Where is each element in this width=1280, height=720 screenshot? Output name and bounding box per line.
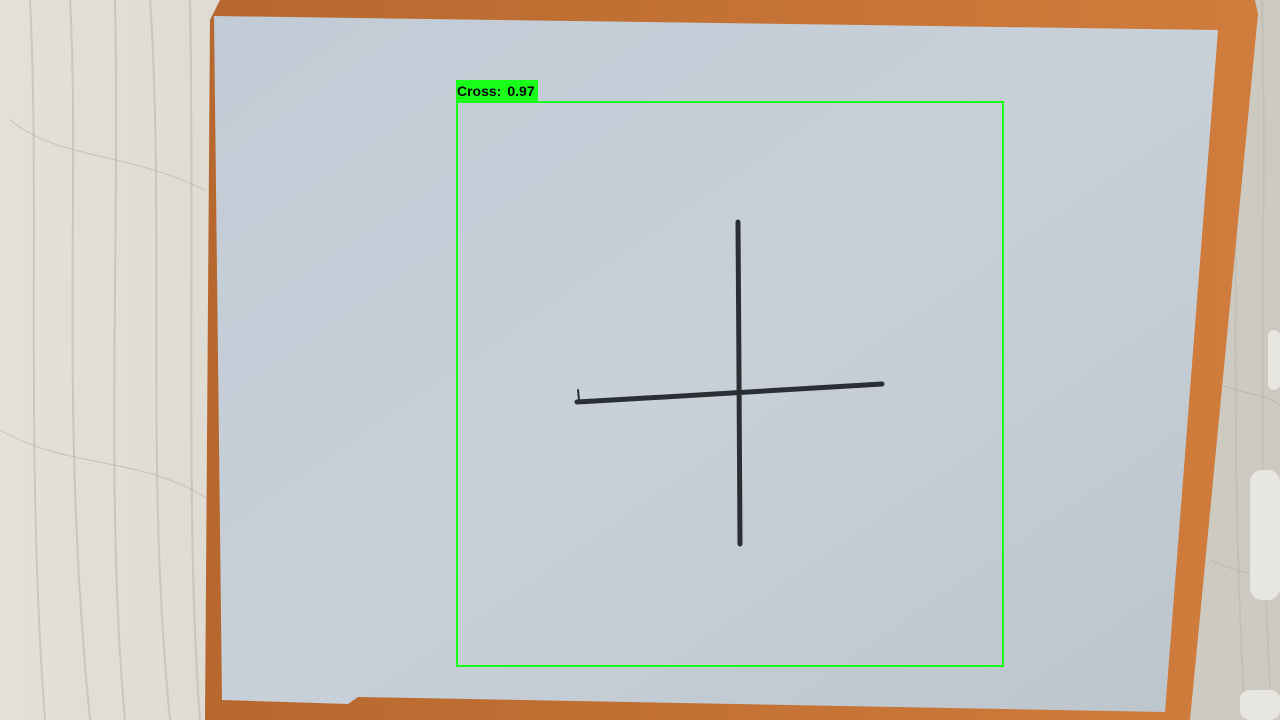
detection-confidence: 0.97 <box>507 83 535 99</box>
detection-class-label: Cross: <box>457 83 502 99</box>
detection-bounding-box <box>456 101 1004 667</box>
drawn-cross <box>574 219 885 547</box>
detection-label: Cross: 0.97 <box>456 80 538 101</box>
paper-sheet <box>214 16 1218 712</box>
